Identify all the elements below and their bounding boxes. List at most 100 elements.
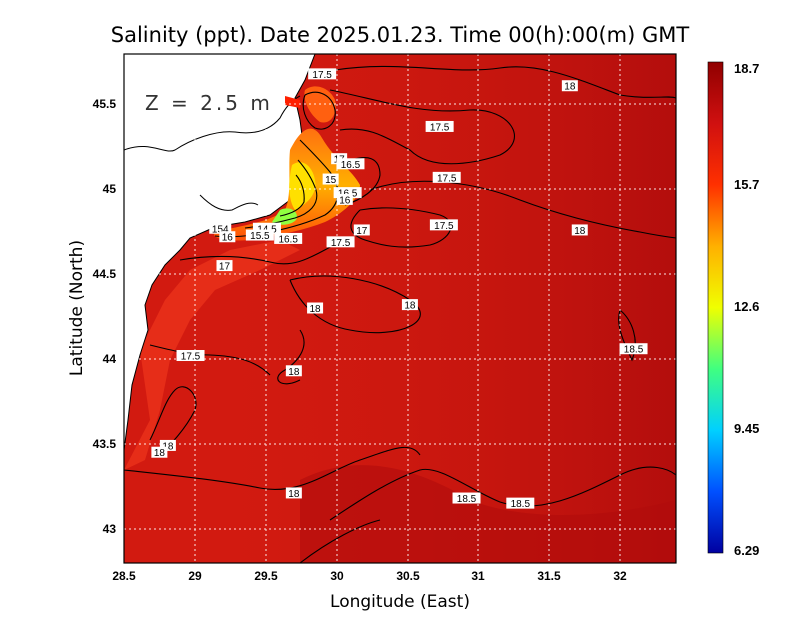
contour-north-17 — [302, 91, 336, 130]
contour-label-box — [322, 173, 339, 185]
x-tick-label: 31.5 — [537, 569, 561, 583]
contour-17-south — [179, 239, 346, 265]
contour-label: 18.5 — [506, 497, 535, 510]
y-tick-label: 45.5 — [93, 97, 117, 111]
contour-label-text: 15 — [325, 175, 337, 186]
y-tick-label: 44.5 — [93, 267, 117, 281]
contour-label-box — [506, 497, 535, 509]
contour-label-box — [274, 232, 303, 244]
contour-label-box — [216, 260, 233, 272]
contour-label-text: 17.5 — [181, 352, 201, 363]
contour-label-text: 18.5 — [457, 494, 477, 505]
y-axis: 43 43.5 44 44.5 45 45.5 Latitude (North) — [67, 97, 116, 536]
x-tick-label: 29 — [188, 569, 202, 583]
river-plume — [214, 128, 360, 241]
contour-label-box — [176, 350, 205, 362]
colorbar-tick-label: 6.29 — [734, 543, 759, 558]
contour-label-text: 17.5 — [434, 221, 454, 232]
y-tick-label: 45 — [103, 182, 117, 196]
contour-label: 17 — [353, 224, 370, 237]
contour-label: 15 — [322, 173, 339, 186]
contour-label: 18 — [151, 446, 168, 459]
contour-label: 17.5 — [425, 120, 454, 133]
contour-label: 18.5 — [452, 492, 481, 505]
contour-label-text: 17.5 — [331, 238, 351, 249]
contour-17-5-mid — [369, 180, 676, 239]
contour-label-box — [432, 171, 461, 183]
contour-18-central — [277, 329, 305, 385]
contour-label-box — [151, 446, 168, 458]
y-axis-title: Latitude (North) — [67, 240, 87, 376]
contour-label: 17.5 — [308, 68, 337, 81]
contour-labels: 17.5 18 17.5 17 16.5 17.5 15 16.5 16 17.5 17 18 17.5… — [151, 68, 648, 510]
contour-label-text: 16.5 — [341, 160, 361, 171]
contour-18-far-south — [299, 519, 381, 563]
contour-label-box — [245, 229, 274, 241]
danube-mouth-patch — [285, 96, 300, 108]
contour-label: 18.5 — [619, 343, 648, 356]
x-tick-label: 29.5 — [254, 569, 278, 583]
contour-18-north — [334, 65, 676, 99]
contour-label-text: 18 — [574, 226, 586, 237]
x-tick-label: 32 — [613, 569, 627, 583]
contour-label-box — [336, 158, 365, 170]
colorbar-strip — [707, 61, 724, 554]
contour-label-text: 18 — [310, 304, 322, 315]
contour-label-box — [209, 222, 232, 234]
y-tick-label: 44 — [103, 352, 117, 366]
contour-17-east — [339, 157, 381, 206]
y-tick-label: 43.5 — [93, 437, 117, 451]
contour-label-box — [353, 224, 370, 236]
contour-label-box — [336, 193, 353, 205]
contour-label-text: 17.5 — [312, 70, 332, 81]
contour-label-box — [425, 120, 454, 132]
contour-label-text: 16.5 — [278, 234, 298, 245]
contour-label: 16.5 — [336, 158, 365, 171]
contour-label-box — [333, 187, 362, 199]
contour-label-box — [285, 365, 302, 377]
contour-17-5-west — [149, 344, 271, 376]
x-axis-title: Longitude (East) — [330, 592, 470, 612]
contour-label-text: 18.5 — [511, 499, 531, 510]
colorbar-tick-label: 15.7 — [734, 177, 759, 192]
contour-label: 18 — [571, 224, 588, 237]
contour-label-box — [429, 219, 458, 231]
contour-label-box — [252, 222, 281, 234]
y-tick-label: 43 — [103, 522, 117, 536]
contour-label: 18 — [401, 299, 418, 312]
contour-17-5-north — [329, 89, 515, 165]
contour-label-text: 18 — [288, 489, 300, 500]
contour-label: 18 — [285, 365, 302, 378]
coastal-band — [124, 240, 300, 470]
contour-18-5-south — [329, 466, 676, 521]
contour-label-box — [619, 343, 648, 355]
colorbar-tick-label: 12.6 — [734, 299, 759, 314]
contour-label: 18 — [159, 439, 176, 452]
inland-boundary — [124, 95, 301, 152]
colorbar-tick-label: 9.45 — [734, 421, 759, 436]
contour-label-text: 18 — [564, 82, 576, 93]
land-mass — [124, 54, 315, 450]
x-tick-label: 30.5 — [396, 569, 420, 583]
contour-label-box — [326, 236, 355, 248]
contour-label-box — [452, 492, 481, 504]
contour-label-text: 18 — [154, 448, 166, 459]
contour-label-text: 17 — [356, 226, 368, 237]
contour-label-text: 16 — [222, 233, 234, 244]
contour-label: 15.5 — [245, 229, 274, 242]
contour-label: 16 — [336, 193, 353, 206]
contour-label-box — [308, 68, 337, 80]
contour-label-box — [307, 302, 324, 314]
contour-label-box — [219, 231, 236, 243]
gridlines — [124, 54, 676, 563]
contour-18-west — [149, 386, 197, 456]
contour-label: 18 — [285, 487, 302, 500]
contour-label-text: 18 — [404, 301, 416, 312]
contour-label-text: 18 — [288, 367, 300, 378]
contour-18-mid — [289, 275, 421, 334]
contour-label-box — [285, 487, 302, 499]
contour-label: 17.5 — [326, 236, 355, 249]
x-axis: 28.5 29 29.5 30 30.5 31 31.5 32 Longitud… — [112, 569, 627, 612]
plot-area — [124, 54, 676, 563]
